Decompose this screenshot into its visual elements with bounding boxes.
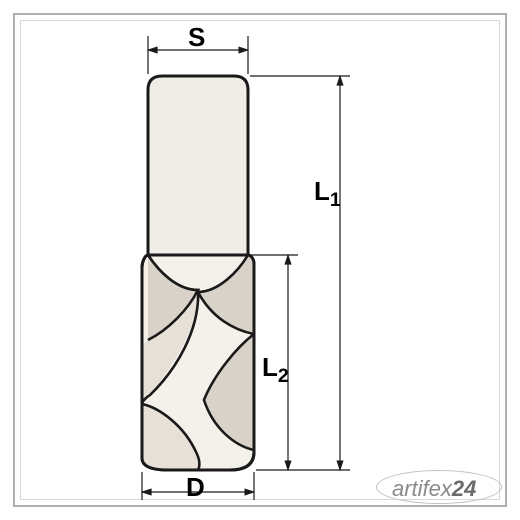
label-l2-sub: 2: [278, 365, 289, 387]
watermark: artifex24: [392, 476, 476, 502]
flute: [142, 255, 254, 470]
watermark-suffix: 24: [452, 476, 476, 502]
label-l1: L1: [314, 176, 341, 212]
label-d: D: [186, 472, 205, 503]
label-l2-main: L: [262, 352, 278, 382]
label-d-text: D: [186, 472, 205, 502]
watermark-brand: artifex: [392, 476, 452, 502]
shank: [148, 76, 248, 255]
dimension-l1: [250, 76, 350, 470]
tool-diagram: [0, 0, 520, 520]
label-l1-sub: 1: [330, 189, 341, 211]
label-l1-main: L: [314, 176, 330, 206]
label-s: S: [188, 22, 205, 53]
label-l2: L2: [262, 352, 289, 388]
label-s-text: S: [188, 22, 205, 52]
